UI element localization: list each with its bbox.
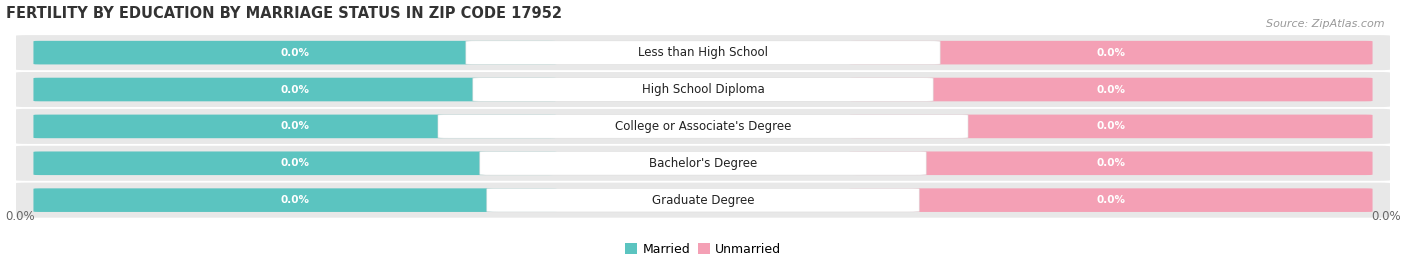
Text: 0.0%: 0.0% <box>280 48 309 58</box>
Text: 0.0%: 0.0% <box>1097 158 1126 168</box>
Text: 0.0%: 0.0% <box>1371 210 1400 223</box>
FancyBboxPatch shape <box>34 78 557 101</box>
Text: Source: ZipAtlas.com: Source: ZipAtlas.com <box>1267 19 1385 29</box>
Text: 0.0%: 0.0% <box>1097 84 1126 94</box>
Text: Less than High School: Less than High School <box>638 46 768 59</box>
FancyBboxPatch shape <box>465 41 941 65</box>
Text: 0.0%: 0.0% <box>280 84 309 94</box>
Text: College or Associate's Degree: College or Associate's Degree <box>614 120 792 133</box>
Text: 0.0%: 0.0% <box>1097 48 1126 58</box>
FancyBboxPatch shape <box>15 146 1391 181</box>
FancyBboxPatch shape <box>34 41 557 65</box>
FancyBboxPatch shape <box>15 35 1391 70</box>
FancyBboxPatch shape <box>34 115 557 138</box>
FancyBboxPatch shape <box>15 72 1391 107</box>
Text: FERTILITY BY EDUCATION BY MARRIAGE STATUS IN ZIP CODE 17952: FERTILITY BY EDUCATION BY MARRIAGE STATU… <box>6 6 561 20</box>
FancyBboxPatch shape <box>479 151 927 175</box>
FancyBboxPatch shape <box>486 188 920 212</box>
FancyBboxPatch shape <box>849 78 1372 101</box>
FancyBboxPatch shape <box>472 78 934 101</box>
Text: High School Diploma: High School Diploma <box>641 83 765 96</box>
FancyBboxPatch shape <box>34 151 557 175</box>
FancyBboxPatch shape <box>849 41 1372 65</box>
FancyBboxPatch shape <box>849 188 1372 212</box>
Text: 0.0%: 0.0% <box>280 195 309 205</box>
Text: 0.0%: 0.0% <box>280 121 309 131</box>
Text: Graduate Degree: Graduate Degree <box>652 194 754 207</box>
Text: 0.0%: 0.0% <box>1097 195 1126 205</box>
FancyBboxPatch shape <box>34 188 557 212</box>
FancyBboxPatch shape <box>849 151 1372 175</box>
FancyBboxPatch shape <box>15 109 1391 144</box>
Legend: Married, Unmarried: Married, Unmarried <box>620 238 786 261</box>
FancyBboxPatch shape <box>849 115 1372 138</box>
Text: 0.0%: 0.0% <box>6 210 35 223</box>
Text: Bachelor's Degree: Bachelor's Degree <box>650 157 756 170</box>
Text: 0.0%: 0.0% <box>1097 121 1126 131</box>
FancyBboxPatch shape <box>439 115 967 138</box>
Text: 0.0%: 0.0% <box>280 158 309 168</box>
FancyBboxPatch shape <box>15 183 1391 218</box>
